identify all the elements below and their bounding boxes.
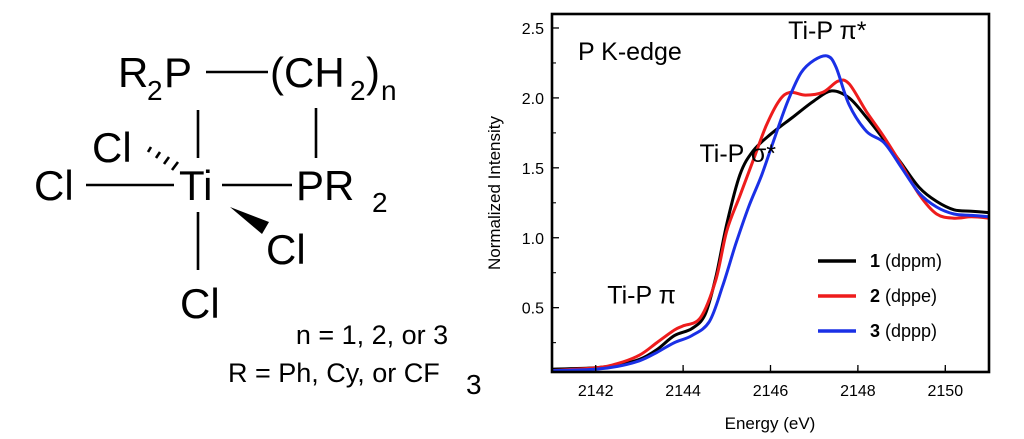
legend-label-2: 2 (dppe) [870, 286, 937, 306]
n-subscript: n [381, 75, 397, 106]
r-label: R [118, 49, 148, 96]
p-top-label: P [164, 49, 192, 96]
r-subscript: 2 [147, 75, 163, 106]
y-tick-label: 1.0 [522, 231, 544, 248]
series-line-1 [551, 89, 990, 371]
x-tick-label: 2142 [578, 383, 614, 400]
legend: 1 (dppm) 2 (dppe) 3 (dppp) [818, 251, 942, 341]
chemical-structure: R 2 P (CH 2 ) n Cl Cl Ti PR 2 Cl Cl [34, 49, 482, 400]
x-tick-label: 2148 [840, 383, 876, 400]
cl-bottom-label: Cl [180, 280, 220, 327]
wedge-bond [230, 207, 269, 234]
chart-title: P K-edge [578, 38, 682, 66]
annotation-ti-p-pi-star: Ti-P π* [788, 17, 867, 45]
annotation-ti-p-sigma: Ti-P σ* [699, 140, 776, 168]
plot-series [551, 54, 990, 373]
annotation-ti-p-pi: Ti-P π [607, 281, 676, 309]
y-axis-title: Normalized Intensity [485, 116, 504, 271]
ch2-subscript: 2 [350, 75, 366, 106]
y-tick-label: 2.0 [522, 91, 544, 108]
ti-label: Ti [179, 162, 212, 209]
legend-label-3: 3 (dppp) [870, 321, 937, 341]
legend-item-2: 2 (dppe) [818, 286, 937, 306]
cl-wedge-label: Cl [266, 226, 306, 273]
y-tick-label: 1.5 [522, 161, 544, 178]
n-condition: n = 1, 2, or 3 [296, 320, 448, 350]
hashed-bond [146, 146, 180, 171]
r-condition: R = Ph, Cy, or CF [228, 358, 440, 388]
x-tick-label: 2146 [753, 383, 789, 400]
y-tick-label: 0.5 [522, 301, 544, 318]
cl-left-label: Cl [34, 162, 74, 209]
series-line-3 [551, 54, 990, 373]
legend-item-3: 3 (dppp) [818, 321, 937, 341]
y-tick-label: 2.5 [522, 21, 544, 38]
x-tick-label: 2150 [928, 383, 964, 400]
ch2-label: (CH [270, 49, 345, 96]
pr2-subscript: 2 [372, 187, 388, 218]
x-tick-label: 2144 [665, 383, 701, 400]
annotations: Ti-P σ* Ti-P π* Ti-P π [607, 17, 866, 309]
legend-item-1: 1 (dppm) [818, 251, 942, 271]
x-axis-title: Energy (eV) [725, 414, 816, 433]
ch2-close-paren: ) [366, 49, 380, 96]
r-condition-subscript: 3 [466, 369, 482, 400]
axis-ticks: 2142 2144 2146 2148 2150 0.5 1.0 1.5 2.0 2.5 [522, 21, 963, 400]
cl-top-left-label: Cl [92, 124, 132, 171]
legend-label-1: 1 (dppm) [870, 251, 942, 271]
pr2-label: PR [296, 162, 354, 209]
